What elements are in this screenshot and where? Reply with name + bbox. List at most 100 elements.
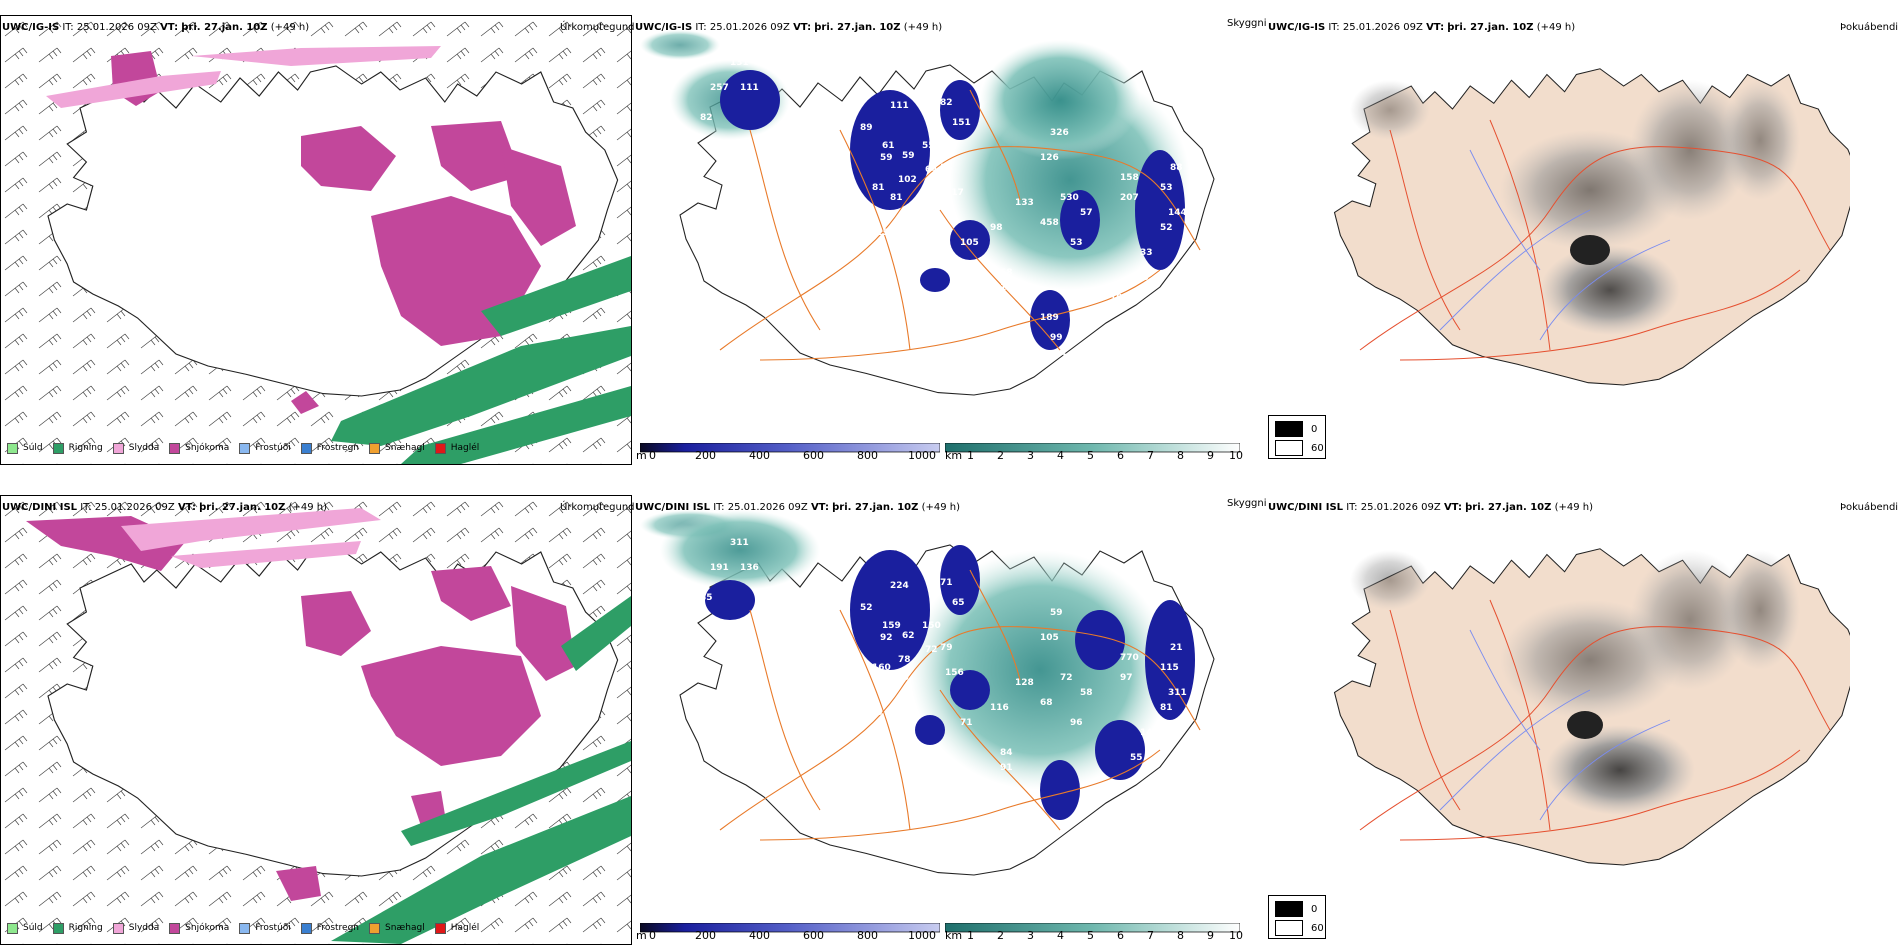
- legend-label: Súld: [23, 923, 43, 933]
- cloud-base-label: 105: [960, 238, 979, 248]
- vis-tick: 10: [1229, 449, 1243, 462]
- cloud-base-label: 81: [890, 193, 903, 203]
- cloud-base-label: 64: [925, 165, 938, 175]
- swatch-snow-pellets: [369, 442, 381, 454]
- visibility-colorbar-2: km 1 2 3 4 5 6 7 8 9 10: [944, 918, 1243, 944]
- vt-label: VT:: [810, 502, 829, 513]
- lead-time: (+49 h): [903, 22, 943, 33]
- cloud-tick: 200: [695, 929, 716, 942]
- fog-value: 0: [1311, 903, 1318, 915]
- vt-label: VT:: [160, 22, 179, 33]
- cloud-base-label: 53: [1070, 238, 1083, 248]
- cloud-base-label: 88: [1170, 163, 1183, 173]
- legend-label: Rigning: [68, 443, 103, 453]
- cloud-labels-2: 311 191 136 85 52 224 71 65 59 159 92 150 62 72 105 21 1…: [700, 538, 1187, 773]
- cloud-base-label: 116: [990, 703, 1009, 713]
- legend-item-snow: Snjókoma: [169, 922, 230, 934]
- valid-time: þri. 27.jan. 10Z: [1447, 22, 1534, 33]
- cloud-title-2: Skyggni: [1227, 498, 1267, 509]
- legend-label: Snjókoma: [185, 443, 230, 453]
- legend-label: Snjókoma: [185, 923, 230, 933]
- fog-legend-row: 60: [1275, 440, 1324, 456]
- precip-legend-1: Súld Rigning Slydda Snjókoma Frostúði Fr…: [7, 439, 479, 457]
- cloud-base-label: 70: [1060, 353, 1073, 363]
- precip-map-1: [1, 16, 631, 464]
- row-1: Súld Rigning Slydda Snjókoma Frostúði Fr…: [0, 0, 1900, 470]
- vis-tick: 1: [967, 449, 974, 462]
- cloud-base-label: 84: [1000, 748, 1013, 758]
- cloud-base-label: 62: [902, 631, 915, 641]
- swatch-freezing-drizzle: [239, 922, 251, 934]
- cloud-base-label: 133: [1015, 198, 1034, 208]
- cloud-base-label: 151: [952, 118, 971, 128]
- init-time: IT: 25.01.2026 09Z: [1346, 502, 1441, 513]
- precip-map-2: [1, 496, 631, 944]
- cloud-base-label: 117: [945, 188, 964, 198]
- fog-value: 0: [1311, 423, 1318, 435]
- cloud-base-label: 71: [940, 578, 953, 588]
- cloud-base-label: 71: [960, 718, 973, 728]
- cloud-base-label: 136: [740, 563, 759, 573]
- cloud-map-2: 311 191 136 85 52 224 71 65 59 159 92 150 62 72 105 21 1…: [640, 510, 1215, 876]
- cloud-base-label: 97: [1120, 673, 1133, 683]
- cloud-tick: 1000: [908, 929, 936, 942]
- vis-tick: 7: [1147, 449, 1154, 462]
- model-name: UWC/IG-IS: [1268, 22, 1326, 33]
- cloud-tick: 400: [749, 929, 770, 942]
- legend-item-snow-pellets: Snæhagl: [369, 442, 425, 454]
- valid-time: þri. 27.jan. 10Z: [832, 502, 919, 513]
- legend-label: Snæhagl: [385, 443, 425, 453]
- vis-tick: 2: [997, 449, 1004, 462]
- cloud-base-label: 91: [1000, 763, 1013, 773]
- swatch-snow: [169, 922, 181, 934]
- fog-value: 60: [1311, 922, 1324, 934]
- cloud-base-label: 530: [1060, 193, 1079, 203]
- vt-label: VT:: [1443, 502, 1462, 513]
- cloud-base-label: 58: [1080, 688, 1093, 698]
- cloud-base-label: 99: [1050, 333, 1063, 343]
- legend-item-drizzle: Súld: [7, 922, 43, 934]
- fog-map-1: [1333, 68, 1850, 386]
- cloud-base-label: 72: [1060, 673, 1073, 683]
- vis-unit: km: [945, 929, 963, 942]
- lead-time: (+49 h): [270, 22, 310, 33]
- cloud-base-label: 186: [890, 673, 909, 683]
- fog-swatch-black: [1275, 421, 1303, 437]
- cloud-base-label: 57: [1080, 208, 1093, 218]
- cloud-tick: 800: [857, 929, 878, 942]
- cloud-base-label: 311: [730, 538, 749, 548]
- cloud-base-label: 81: [1160, 703, 1173, 713]
- fog-legend-1: 0 60: [1268, 415, 1326, 459]
- swatch-freezing-rain: [300, 922, 312, 934]
- legend-label: Frostúði: [255, 923, 291, 933]
- visibility-colorbar-1: km 1 2 3 4 5 6 7 8 9 10: [944, 438, 1243, 464]
- cloud-base-label: 158: [1120, 173, 1139, 183]
- cloud-base-label: 458: [1040, 218, 1059, 228]
- legend-label: Frostúði: [255, 443, 291, 453]
- cloud-base-label: 128: [1015, 678, 1034, 688]
- legend-item-sleet: Slydda: [112, 922, 159, 934]
- vis-tick: 6: [1117, 449, 1124, 462]
- vis-tick: 4: [1057, 449, 1064, 462]
- cloud-unit: m: [636, 449, 647, 462]
- cloud-base-label: 159: [882, 621, 901, 631]
- vis-tick: 3: [1027, 929, 1034, 942]
- vis-tick: 10: [1229, 929, 1243, 942]
- cloud-unit: m: [636, 929, 647, 942]
- cloud-base-label: 79: [940, 643, 953, 653]
- cloud-base-label: 53: [1160, 183, 1173, 193]
- vis-tick: 1: [967, 929, 974, 942]
- swatch-snow: [169, 442, 181, 454]
- cloud-base-label: 105: [1040, 633, 1059, 643]
- precip-legend-2: Súld Rigning Slydda Snjókoma Frostúði Fr…: [7, 919, 479, 937]
- cloud-base-label: 55: [922, 141, 935, 151]
- cloud-base-label: 625: [870, 228, 889, 238]
- precip-title-1: Úrkomutegund: [560, 22, 635, 33]
- swatch-rain: [52, 922, 64, 934]
- legend-item-sleet: Slydda: [112, 442, 159, 454]
- cloud-tick: 400: [749, 449, 770, 462]
- vis-tick: 5: [1087, 449, 1094, 462]
- vis-tick: 8: [1177, 929, 1184, 942]
- cloud-base-label: 96: [1070, 718, 1083, 728]
- cloud-base-label: 326: [1050, 128, 1069, 138]
